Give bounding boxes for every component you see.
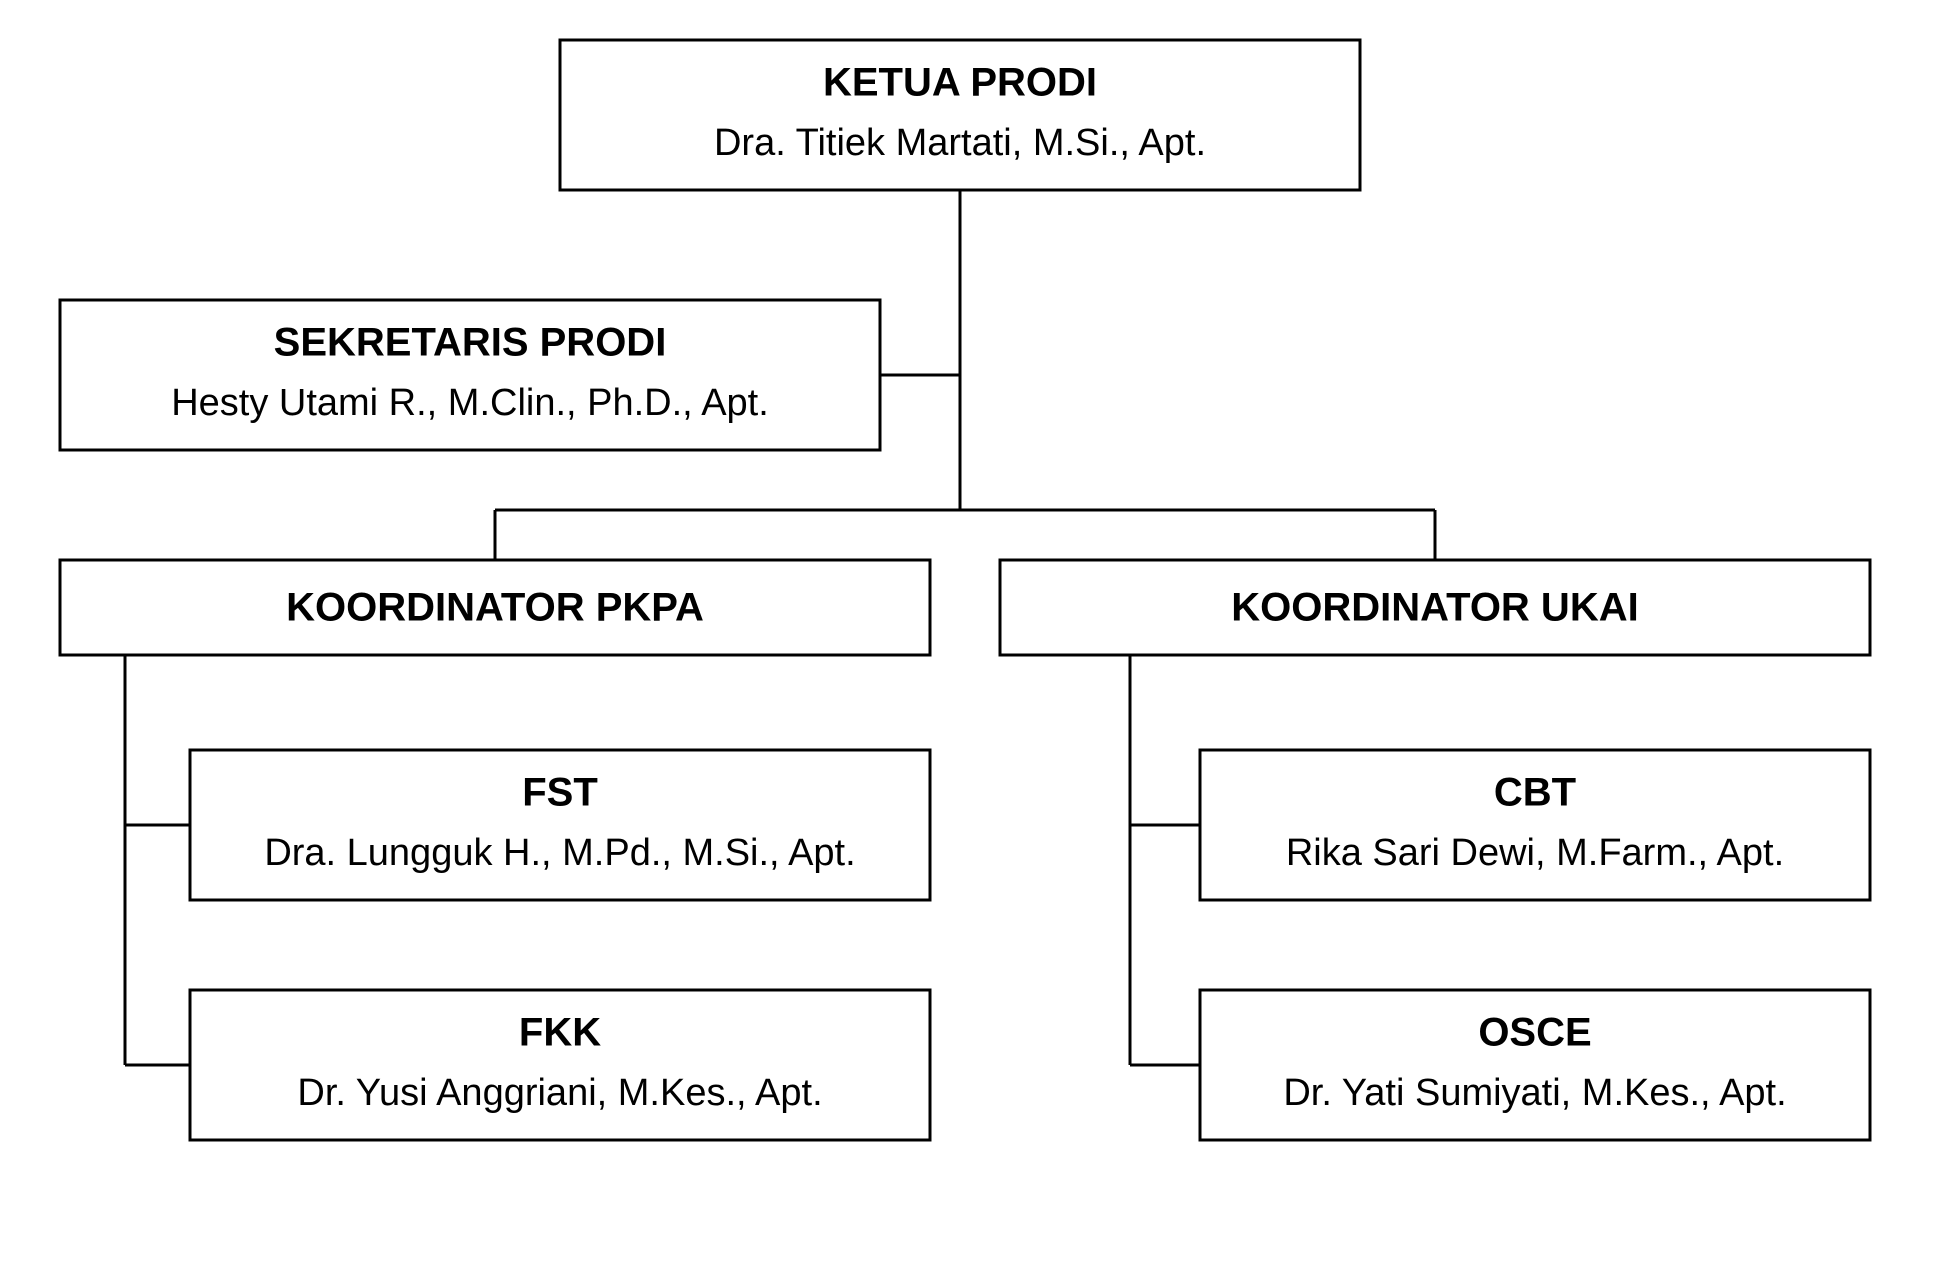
node-osce: OSCE Dr. Yati Sumiyati, M.Kes., Apt. [1200, 990, 1870, 1140]
connector-pkpa-children [125, 655, 190, 1065]
node-name: Rika Sari Dewi, M.Farm., Apt. [1286, 832, 1784, 874]
node-title: OSCE [1478, 1011, 1591, 1055]
node-koordinator-ukai: KOORDINATOR UKAI [1000, 560, 1870, 655]
node-title: KETUA PRODI [823, 61, 1097, 105]
node-title: FKK [519, 1011, 601, 1055]
node-title: CBT [1494, 771, 1576, 815]
node-fkk: FKK Dr. Yusi Anggriani, M.Kes., Apt. [190, 990, 930, 1140]
node-name: Dr. Yati Sumiyati, M.Kes., Apt. [1283, 1072, 1786, 1114]
node-title: KOORDINATOR PKPA [286, 586, 704, 630]
node-name: Dra. Lungguk H., M.Pd., M.Si., Apt. [264, 832, 855, 874]
org-chart: KETUA PRODI Dra. Titiek Martati, M.Si., … [0, 0, 1936, 1263]
node-title: FST [522, 771, 598, 815]
node-title: SEKRETARIS PRODI [274, 321, 667, 365]
node-cbt: CBT Rika Sari Dewi, M.Farm., Apt. [1200, 750, 1870, 900]
node-sekretaris-prodi: SEKRETARIS PRODI Hesty Utami R., M.Clin.… [60, 300, 880, 450]
connector-ukai-children [1130, 655, 1200, 1065]
node-name: Hesty Utami R., M.Clin., Ph.D., Apt. [171, 382, 769, 424]
node-koordinator-pkpa: KOORDINATOR PKPA [60, 560, 930, 655]
node-ketua-prodi: KETUA PRODI Dra. Titiek Martati, M.Si., … [560, 40, 1360, 190]
node-name: Dr. Yusi Anggriani, M.Kes., Apt. [297, 1072, 822, 1114]
node-name: Dra. Titiek Martati, M.Si., Apt. [714, 122, 1206, 164]
node-title: KOORDINATOR UKAI [1231, 586, 1638, 630]
node-fst: FST Dra. Lungguk H., M.Pd., M.Si., Apt. [190, 750, 930, 900]
